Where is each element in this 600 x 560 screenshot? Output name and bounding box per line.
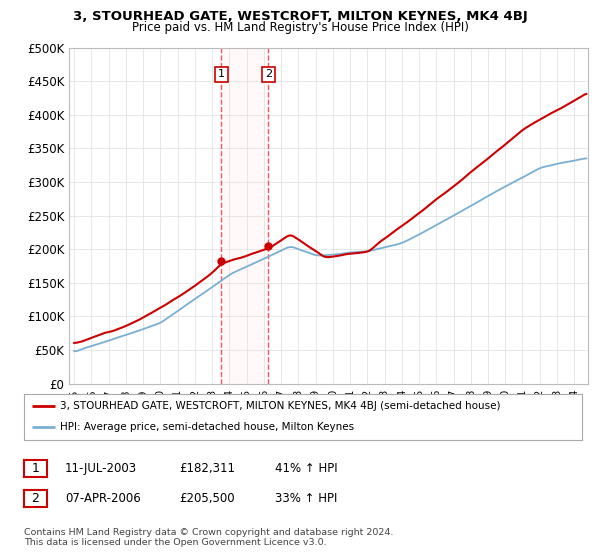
Text: Price paid vs. HM Land Registry's House Price Index (HPI): Price paid vs. HM Land Registry's House … (131, 21, 469, 34)
Text: Contains HM Land Registry data © Crown copyright and database right 2024.
This d: Contains HM Land Registry data © Crown c… (24, 528, 394, 547)
Text: HPI: Average price, semi-detached house, Milton Keynes: HPI: Average price, semi-detached house,… (60, 422, 355, 432)
Text: 2: 2 (265, 69, 272, 80)
Text: 2: 2 (31, 492, 40, 505)
Text: 11-JUL-2003: 11-JUL-2003 (65, 461, 137, 475)
Text: £182,311: £182,311 (179, 461, 235, 475)
Text: 07-APR-2006: 07-APR-2006 (65, 492, 140, 505)
Text: £205,500: £205,500 (179, 492, 235, 505)
Bar (221, 48, 268, 384)
Text: 1: 1 (218, 69, 225, 80)
Text: 3, STOURHEAD GATE, WESTCROFT, MILTON KEYNES, MK4 4BJ (semi-detached house): 3, STOURHEAD GATE, WESTCROFT, MILTON KEY… (60, 401, 501, 411)
Text: 33% ↑ HPI: 33% ↑ HPI (275, 492, 337, 505)
Text: 1: 1 (31, 461, 40, 475)
Text: 41% ↑ HPI: 41% ↑ HPI (275, 461, 337, 475)
Text: 3, STOURHEAD GATE, WESTCROFT, MILTON KEYNES, MK4 4BJ: 3, STOURHEAD GATE, WESTCROFT, MILTON KEY… (73, 10, 527, 22)
